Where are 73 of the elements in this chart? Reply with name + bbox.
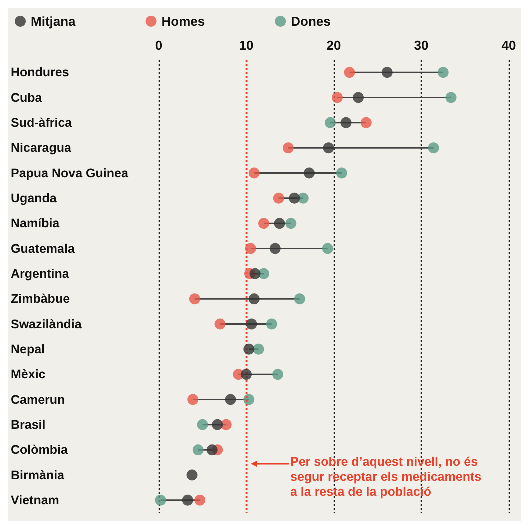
point xyxy=(248,294,260,305)
y-tick-label: Hondures xyxy=(11,66,70,80)
legend-label: Dones xyxy=(291,14,331,29)
point xyxy=(325,117,336,128)
point xyxy=(438,67,449,78)
point xyxy=(428,142,440,154)
point xyxy=(206,444,218,456)
y-tick-label: Nepal xyxy=(11,342,46,356)
point xyxy=(336,168,348,179)
legend-label: Mitjana xyxy=(31,14,77,29)
point xyxy=(188,394,199,406)
y-tick-label: Birmània xyxy=(11,468,66,482)
point xyxy=(212,419,224,430)
point xyxy=(182,494,194,506)
point xyxy=(189,294,200,305)
y-tick-label: Argentina xyxy=(11,266,70,281)
point xyxy=(322,243,334,254)
point xyxy=(289,192,300,204)
point xyxy=(332,92,343,104)
y-tick-label: Colòmbia xyxy=(11,443,69,458)
point xyxy=(323,142,334,154)
point xyxy=(194,494,206,506)
point xyxy=(340,117,352,128)
point xyxy=(246,318,258,330)
y-tick-label: Nicaragua xyxy=(11,141,72,156)
y-tick-label: Vietnam xyxy=(11,493,60,508)
point xyxy=(244,344,255,355)
ref-line-label: Per sobre d’aquest nivell, no és segur receptar els medicaments a la resta de la població xyxy=(290,455,483,500)
x-tick-label: 10 xyxy=(239,38,254,53)
point xyxy=(344,67,356,78)
point xyxy=(283,142,294,154)
point xyxy=(225,394,236,406)
point xyxy=(360,117,372,128)
point xyxy=(197,419,208,430)
point xyxy=(286,218,297,230)
point xyxy=(248,168,260,179)
x-tick-label: 40 xyxy=(502,38,516,53)
point xyxy=(241,369,252,380)
point xyxy=(186,470,198,481)
y-tick-label: Sud-àfrica xyxy=(11,116,74,130)
y-tick-label: Namíbia xyxy=(11,216,61,231)
point xyxy=(244,394,255,406)
y-tick-label: Brasil xyxy=(11,418,46,432)
point xyxy=(270,243,281,254)
point xyxy=(272,369,284,380)
y-tick-label: Guatemala xyxy=(11,242,76,256)
point xyxy=(266,318,278,330)
y-tick-label: Zimbàbue xyxy=(11,292,70,306)
y-tick-label: Cuba xyxy=(11,90,44,105)
point xyxy=(353,92,364,104)
x-tick-label: 30 xyxy=(414,38,429,53)
point xyxy=(274,218,286,230)
point xyxy=(382,67,393,78)
y-tick-label: Papua Nova Guinea xyxy=(11,166,130,180)
point xyxy=(192,444,204,456)
point xyxy=(253,344,264,355)
y-tick-label: Mèxic xyxy=(11,368,46,382)
x-tick-label: 20 xyxy=(326,38,342,53)
y-tick-label: Camerun xyxy=(11,392,66,407)
point xyxy=(258,268,270,280)
x-tick-label: 0 xyxy=(155,38,163,53)
y-tick-label: Swazilàndia xyxy=(11,317,83,332)
point xyxy=(250,268,261,280)
point xyxy=(155,494,166,506)
point xyxy=(214,318,226,330)
point xyxy=(273,192,284,204)
point xyxy=(245,243,256,254)
point xyxy=(446,92,457,104)
point xyxy=(258,218,270,230)
point xyxy=(294,294,306,305)
y-tick-label: Uganda xyxy=(11,191,58,206)
point xyxy=(304,168,315,179)
legend-label: Homes xyxy=(162,14,206,29)
